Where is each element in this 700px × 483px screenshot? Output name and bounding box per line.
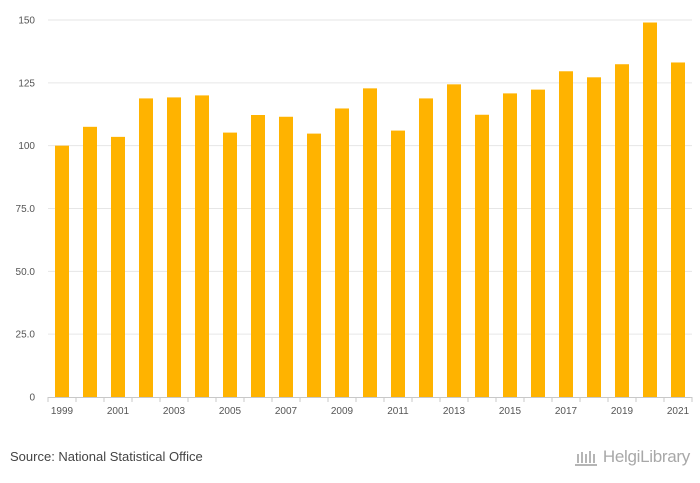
- bar-2004: [195, 95, 209, 398]
- x-tick-label: 2009: [331, 406, 354, 417]
- y-tick-label: 0: [29, 393, 35, 404]
- x-tick-label: 2007: [275, 406, 298, 417]
- bar-2020: [643, 22, 657, 397]
- bar-2002: [139, 98, 153, 397]
- bar-2009: [335, 108, 349, 397]
- x-tick-label: 2013: [443, 406, 466, 417]
- y-tick-label: 50.0: [16, 267, 36, 278]
- bar-2014: [475, 114, 489, 397]
- x-tick-label: 2021: [667, 406, 690, 417]
- bar-2012: [419, 98, 433, 397]
- bar-2021: [671, 62, 685, 397]
- x-tick-label: 2015: [499, 406, 522, 417]
- x-tick-label: 2011: [387, 406, 409, 417]
- bar-2011: [391, 130, 405, 397]
- x-tick-label: 2005: [219, 406, 242, 417]
- y-tick-label: 75.0: [16, 204, 36, 215]
- bar-1999: [55, 145, 69, 397]
- x-tick-label: 2003: [163, 406, 186, 417]
- x-tick-label: 2001: [107, 406, 130, 417]
- bar-chart: 0 25.0 50.0 75.0 100 125 150 1999 2001 2003 2005 2…: [16, 16, 693, 417]
- x-tick-label: 1999: [51, 406, 74, 417]
- x-axis: 1999 2001 2003 2005 2007 2009 2011 2013 2015 2017…: [47, 397, 693, 417]
- x-tick-label: 2017: [555, 406, 578, 417]
- library-building-icon: [574, 451, 597, 466]
- bar-2003: [167, 97, 181, 397]
- y-tick-label: 150: [18, 16, 35, 27]
- bar-2016: [531, 89, 545, 398]
- bar-2013: [447, 84, 461, 397]
- bar-2019: [615, 64, 629, 397]
- source-note: Source: National Statistical Office: [10, 449, 203, 464]
- bar-2015: [503, 93, 517, 397]
- y-tick-label: 125: [18, 78, 35, 89]
- bars: [55, 22, 685, 398]
- y-tick-label: 25.0: [16, 330, 36, 341]
- bar-2000: [83, 126, 97, 398]
- bar-2018: [587, 77, 601, 397]
- bar-2005: [223, 132, 237, 397]
- bar-2006: [251, 115, 265, 397]
- y-axis-ticks: 0 25.0 50.0 75.0 100 125 150: [16, 16, 36, 404]
- x-tick-label: 2019: [611, 406, 634, 417]
- y-tick-label: 100: [18, 141, 35, 152]
- helgilibrary-logo: HelgiLibrary: [573, 447, 690, 467]
- bar-2010: [363, 88, 377, 397]
- bar-2017: [559, 71, 573, 397]
- logo-text: HelgiLibrary: [602, 447, 690, 466]
- bar-2008: [307, 133, 321, 397]
- bar-2007: [279, 116, 293, 397]
- bar-2001: [111, 136, 125, 397]
